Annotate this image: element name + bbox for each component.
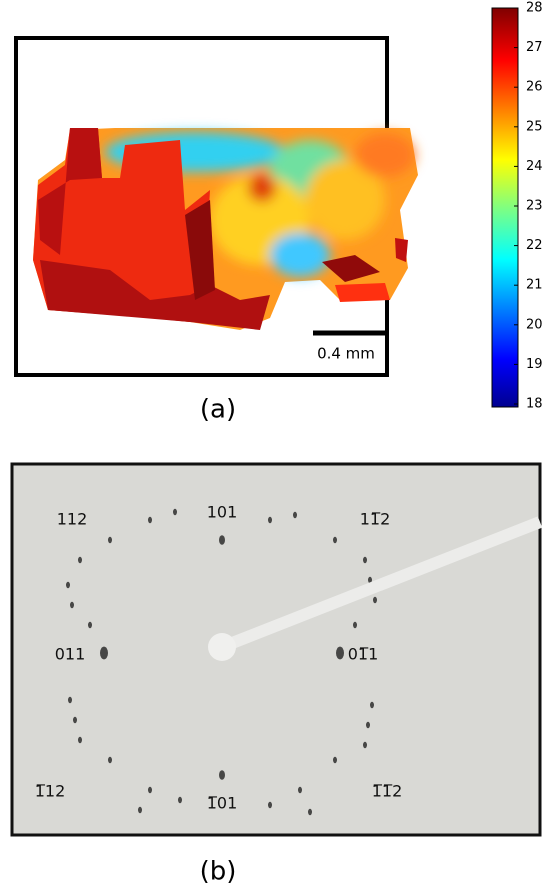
spot: [178, 796, 182, 804]
reflection-label: 1̅1̅2: [372, 782, 403, 801]
spot: [373, 596, 377, 604]
spot: [88, 621, 92, 629]
colorbar-tick-label: 25: [526, 119, 543, 134]
reflection-label: 01̅1: [348, 645, 379, 664]
spot: [333, 756, 337, 764]
laue-frame: [10, 462, 542, 837]
spot: [268, 516, 272, 524]
spot: [108, 536, 112, 544]
colorbar-tick-label: 26: [526, 80, 543, 95]
spot: [298, 786, 302, 794]
orientation-map: [33, 128, 418, 330]
spot: [363, 741, 367, 749]
spot: [70, 601, 74, 609]
colorbar-tick-label: 18: [526, 397, 543, 412]
spot: [66, 581, 70, 589]
panel-label: (b): [200, 857, 237, 887]
spot: [138, 806, 142, 814]
colorbar-tick-label: 20: [526, 317, 543, 332]
spot: [173, 508, 177, 516]
spot: [148, 786, 152, 794]
spot: [336, 646, 344, 660]
reflection-label: 11̅2: [360, 510, 391, 529]
colorbar: [491, 7, 519, 408]
beam-stop: [219, 516, 543, 653]
diffraction-spots: [66, 508, 377, 816]
spot: [78, 556, 82, 564]
colorbar-tick-label: 22: [526, 238, 543, 253]
colorbar-tick-label: 19: [526, 357, 543, 372]
spot: [308, 808, 312, 816]
reflection-label: 011: [55, 645, 86, 664]
spot: [370, 701, 374, 709]
reflection-label: 1̅12: [35, 782, 66, 801]
spot: [100, 646, 108, 660]
spot: [68, 696, 72, 704]
colorbar-tick-label: 28: [526, 1, 543, 16]
reflection-label: 1̅01: [207, 794, 238, 813]
panel-label: (a): [200, 395, 236, 425]
reflection-label: 112: [57, 510, 88, 529]
spot: [78, 736, 82, 744]
colorbar-tick-label: 23: [526, 199, 543, 214]
spot: [73, 716, 77, 724]
colorbar-ticks: 18 19 20 21 22 23 24 25 26 27 28: [514, 1, 543, 412]
spot: [353, 621, 357, 629]
spot: [268, 801, 272, 809]
colorbar-tick-label: 24: [526, 159, 543, 174]
spot: [219, 770, 225, 780]
spot: [333, 536, 337, 544]
beam-stop-disk: [208, 633, 236, 661]
spot: [368, 576, 372, 584]
spot: [219, 535, 225, 545]
spot: [363, 556, 367, 564]
scale-bar-label: 0.4 mm: [317, 345, 375, 363]
spot: [293, 511, 297, 519]
spot: [108, 756, 112, 764]
reflection-labels: 112 101 11̅2 011 01̅1 1̅12 1̅01 1̅1̅2: [35, 503, 403, 813]
spot: [366, 721, 370, 729]
spot: [148, 516, 152, 524]
colorbar-tick-label: 21: [526, 278, 543, 293]
reflection-label: 101: [207, 503, 238, 522]
colorbar-tick-label: 27: [526, 40, 543, 55]
